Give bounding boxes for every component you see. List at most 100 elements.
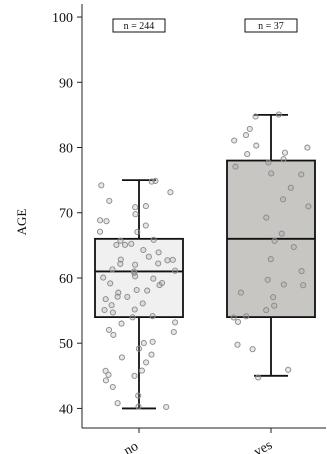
- data-point: [298, 171, 305, 178]
- data-point: [271, 237, 278, 244]
- data-point: [232, 163, 239, 170]
- data-point: [167, 189, 174, 196]
- data-point: [263, 307, 270, 314]
- data-point: [158, 279, 166, 287]
- data-point: [105, 326, 113, 333]
- x-tick-label: no: [121, 439, 141, 454]
- data-point: [242, 132, 250, 139]
- iqr-box: [94, 237, 184, 319]
- data-point: [255, 374, 262, 381]
- data-point: [140, 340, 147, 347]
- data-point: [105, 371, 112, 378]
- data-point: [265, 159, 272, 166]
- data-point: [132, 211, 139, 218]
- data-point: [145, 253, 152, 260]
- data-point: [132, 261, 139, 268]
- data-point: [246, 125, 253, 132]
- data-point: [164, 257, 171, 264]
- data-point: [118, 354, 125, 361]
- data-point: [149, 313, 156, 320]
- data-point: [131, 269, 138, 276]
- data-point: [118, 320, 125, 327]
- n-label-box: [244, 18, 298, 33]
- data-point: [264, 276, 271, 283]
- n-label-text: n = 244: [124, 21, 155, 32]
- data-point: [110, 331, 117, 338]
- data-point: [96, 228, 104, 235]
- data-point: [290, 243, 297, 251]
- n-label: n = 244: [112, 18, 166, 33]
- data-point: [278, 230, 285, 237]
- data-point: [135, 345, 142, 352]
- y-tick-label: 100: [52, 11, 73, 26]
- plot-area: n = 244 n = 37: [94, 18, 316, 411]
- data-point: [109, 266, 116, 273]
- data-point: [155, 260, 162, 267]
- data-point: [275, 111, 282, 118]
- data-point: [267, 256, 274, 263]
- data-point: [300, 282, 307, 289]
- data-point: [142, 222, 149, 229]
- data-point: [142, 203, 149, 210]
- data-point: [134, 228, 141, 236]
- data-point: [148, 351, 155, 358]
- data-point: [249, 346, 256, 353]
- n-label-text: n = 37: [258, 21, 284, 32]
- data-point: [148, 178, 155, 185]
- data-point: [280, 156, 287, 163]
- data-point: [102, 296, 109, 303]
- data-point: [133, 286, 140, 294]
- data-point: [117, 237, 124, 244]
- data-point: [101, 306, 108, 314]
- data-point: [135, 392, 142, 399]
- data-point: [144, 287, 151, 294]
- n-label-box: [112, 18, 166, 33]
- data-point: [109, 309, 116, 316]
- data-point: [140, 246, 147, 254]
- data-point: [138, 367, 145, 374]
- n-label: n = 37: [244, 18, 298, 33]
- data-point: [117, 256, 124, 263]
- data-point: [305, 203, 312, 210]
- data-point: [103, 218, 110, 225]
- data-point: [252, 113, 259, 120]
- box-group-no: n = 244: [94, 18, 184, 411]
- data-point: [243, 313, 250, 320]
- data-point: [253, 142, 260, 149]
- x-axis: no yes: [82, 427, 326, 454]
- data-point: [107, 280, 114, 287]
- data-point: [230, 314, 237, 321]
- data-point: [114, 400, 121, 407]
- data-point: [163, 403, 170, 411]
- data-point: [124, 293, 131, 300]
- data-point: [287, 184, 294, 191]
- data-point: [263, 214, 270, 221]
- data-point: [109, 383, 116, 391]
- data-point: [172, 319, 179, 326]
- data-point: [231, 137, 238, 144]
- data-point: [132, 204, 139, 211]
- data-point: [271, 302, 278, 309]
- data-point: [172, 267, 179, 274]
- data-point: [169, 256, 176, 263]
- data-point: [298, 268, 305, 275]
- data-point: [102, 377, 109, 384]
- y-tick-label: 60: [59, 272, 73, 287]
- data-point: [280, 281, 287, 288]
- data-point: [170, 328, 177, 336]
- data-point: [270, 294, 277, 301]
- data-point: [149, 338, 156, 345]
- data-point: [304, 144, 311, 151]
- data-point: [150, 275, 157, 282]
- data-point: [121, 241, 129, 248]
- box-group-yes: n = 37: [226, 18, 316, 381]
- data-point: [135, 403, 142, 410]
- data-point: [285, 366, 292, 373]
- data-point: [97, 217, 104, 224]
- y-tick-label: 80: [59, 142, 73, 157]
- data-point: [114, 293, 121, 300]
- data-point: [139, 300, 146, 307]
- data-point: [234, 318, 242, 325]
- data-point: [113, 241, 120, 248]
